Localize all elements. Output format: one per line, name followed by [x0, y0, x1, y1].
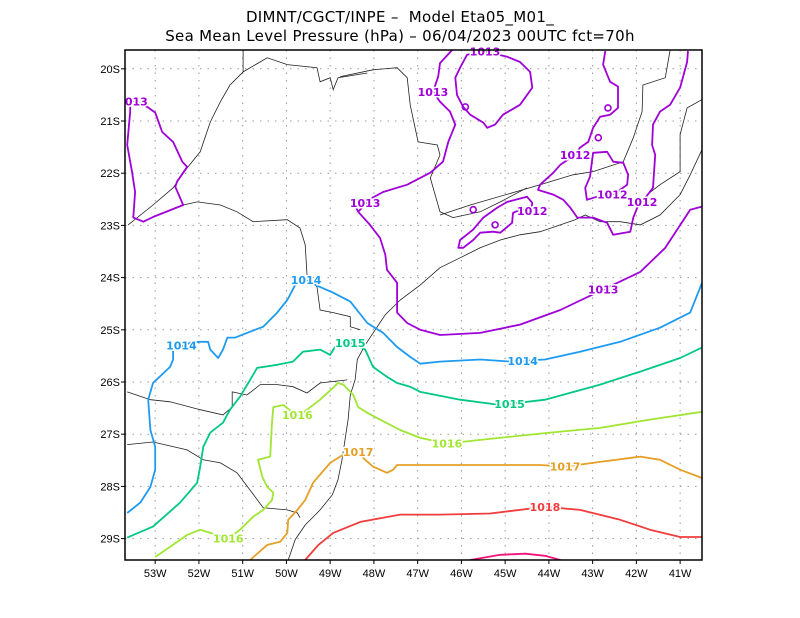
- isobar-ring-1012: [594, 133, 603, 142]
- map-boundary-line: [647, 99, 702, 195]
- isobar-label: 1012: [560, 149, 591, 162]
- isobar-ring-1012: [469, 205, 478, 214]
- x-tick-label: 47W: [406, 568, 429, 580]
- isobar-1013: [126, 98, 188, 223]
- x-tick-label: 53W: [144, 568, 167, 580]
- x-tick-label: 50W: [275, 568, 298, 580]
- isobar-label: 1016: [282, 409, 313, 422]
- isobar-label: 1013: [350, 197, 381, 210]
- isobar-label: 1017: [343, 446, 374, 459]
- x-tick-label: 45W: [494, 568, 517, 580]
- isobar-label: 1016: [213, 533, 244, 546]
- y-tick-label: 20S: [100, 64, 120, 76]
- title-line-2: Sea Mean Level Pressure (hPa) – 06/04/20…: [165, 27, 635, 45]
- y-tick-label: 28S: [100, 481, 120, 493]
- y-tick-label: 24S: [100, 273, 120, 285]
- x-tick-label: 41W: [669, 568, 692, 580]
- isobar-label: 1016: [432, 438, 463, 451]
- isobar-1013: [352, 201, 360, 213]
- isobar-1015: [126, 341, 702, 539]
- map-boundary-line: [127, 50, 244, 226]
- isobar-ring-1012: [491, 221, 499, 229]
- isobar-1017: [249, 452, 702, 560]
- grid-lines: [125, 50, 702, 560]
- isobar-label: 1014: [166, 339, 197, 352]
- map-boundary-line: [183, 201, 361, 331]
- isobar-1012: [537, 50, 689, 236]
- isobar-label: 1015: [335, 337, 366, 350]
- isobar-1013: [357, 50, 702, 336]
- map-boundary-line: [340, 67, 528, 219]
- isobars: [126, 50, 702, 560]
- isobar-1012: [584, 150, 629, 201]
- isobar-ring-1012: [604, 104, 612, 112]
- x-tick-label: 49W: [319, 568, 342, 580]
- x-tick-label: 51W: [231, 568, 254, 580]
- isobar-label: 1013: [470, 46, 501, 59]
- isobar-label: 1018: [530, 501, 561, 514]
- isobar-1014: [126, 279, 702, 514]
- isobar-1019: [470, 552, 561, 560]
- isobar-1016: [154, 382, 702, 558]
- coastlines-borders: [127, 50, 702, 560]
- isobar-label: 1012: [627, 196, 658, 209]
- y-tick-label: 26S: [100, 377, 120, 389]
- x-tick-label: 42W: [625, 568, 648, 580]
- isobar-labels: 0131013101310131013101210121012101210141…: [123, 44, 658, 547]
- isobar-label: 1014: [507, 355, 538, 368]
- y-tick-label: 29S: [100, 534, 120, 546]
- map-boundary-line: [127, 441, 301, 518]
- isobar-label: 1012: [597, 189, 628, 202]
- isobar-label: 1017: [550, 461, 581, 474]
- map-boundary-line: [439, 50, 671, 216]
- isobar-1012: [457, 195, 534, 249]
- isobar-1013: [454, 50, 534, 129]
- axes: 53W 52W 51W 50W 49W 48W 47W 46W 45W 44W 43W 42W 41W 2…: [100, 64, 692, 580]
- isobar-label: 1015: [494, 398, 525, 411]
- x-tick-label: 48W: [363, 568, 386, 580]
- y-tick-label: 21S: [100, 116, 120, 128]
- y-tick-label: 27S: [100, 429, 120, 441]
- title-line-1: DIMNT/CGCT/INPE – Model Eta05_M01_: [245, 8, 555, 26]
- isobar-label: 1012: [517, 205, 548, 218]
- isobar-ring-1013: [461, 103, 470, 111]
- y-tick-label: 22S: [100, 168, 120, 180]
- x-tick-label: 46W: [450, 568, 473, 580]
- isobar-1018: [304, 505, 702, 560]
- map-boundary-line: [127, 379, 348, 416]
- isobar-label: 013: [125, 96, 148, 109]
- x-tick-label: 44W: [538, 568, 561, 580]
- isobar-label: 1013: [588, 284, 619, 297]
- map-boundary-line: [242, 57, 368, 91]
- y-tick-label: 23S: [100, 220, 120, 232]
- x-tick-label: 43W: [581, 568, 604, 580]
- map-boundary-line: [287, 149, 702, 560]
- y-tick-label: 25S: [100, 325, 120, 337]
- isobar-label: 1013: [418, 86, 449, 99]
- plot-frame: [124, 49, 703, 561]
- x-tick-label: 52W: [188, 568, 211, 580]
- isobar-label: 1014: [291, 274, 322, 287]
